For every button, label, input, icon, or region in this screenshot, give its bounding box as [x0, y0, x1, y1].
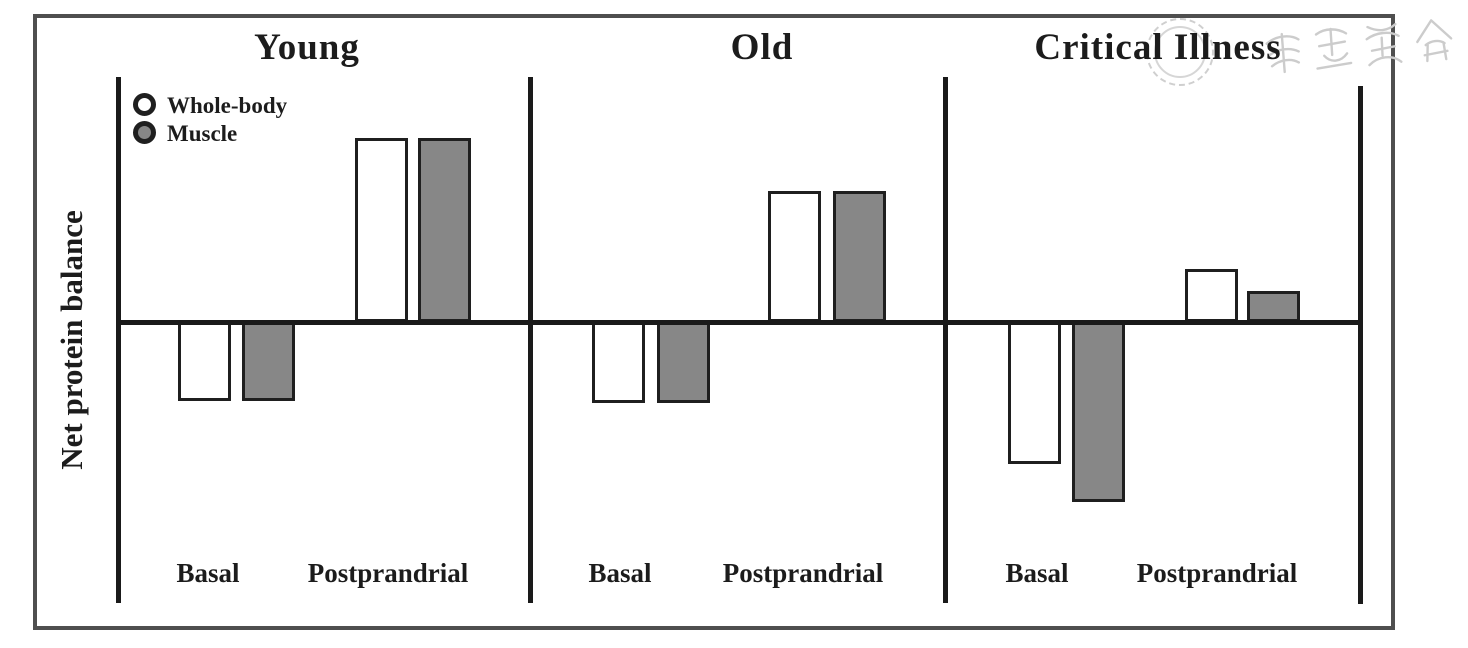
- bar-young-basal-muscle: [242, 322, 295, 401]
- legend: Whole-body Muscle: [133, 90, 287, 146]
- watermark-seal-icon: [1146, 18, 1214, 86]
- y-axis-line: [116, 77, 121, 603]
- bar-young-basal-whole-body: [178, 322, 231, 401]
- cat-label-critical-postprandrial: Postprandrial: [1136, 558, 1298, 588]
- muscle-circle-icon: [133, 120, 156, 144]
- panel-divider-1: [528, 77, 533, 603]
- bar-old-postprandrial-muscle: [833, 191, 886, 322]
- legend-item-muscle: Muscle: [133, 118, 287, 146]
- bar-critical-illness-basal-whole-body: [1008, 322, 1061, 464]
- right-axis-line: [1358, 86, 1363, 604]
- panel-title-young: Young: [254, 27, 360, 68]
- bar-critical-illness-postprandrial-muscle: [1247, 291, 1300, 322]
- bar-old-postprandrial-whole-body: [768, 191, 821, 322]
- cat-label-old-basal: Basal: [588, 558, 652, 588]
- legend-label-muscle: Muscle: [167, 120, 238, 146]
- figure-frame: [33, 14, 1395, 630]
- panel-divider-2: [943, 77, 948, 603]
- cat-label-old-postprandrial: Postprandrial: [722, 558, 884, 588]
- bar-young-postprandrial-muscle: [418, 138, 471, 322]
- bar-critical-illness-postprandrial-whole-body: [1185, 269, 1238, 322]
- cat-label-young-postprandrial: Postprandrial: [307, 558, 469, 588]
- cat-label-young-basal: Basal: [176, 558, 240, 588]
- bar-critical-illness-basal-muscle: [1072, 322, 1125, 502]
- bar-young-postprandrial-whole-body: [355, 138, 408, 322]
- legend-item-whole-body: Whole-body: [133, 90, 287, 118]
- whole-body-circle-icon: [133, 92, 156, 116]
- cat-label-critical-basal: Basal: [1005, 558, 1069, 588]
- panel-title-critical-illness: Critical Illness: [1034, 27, 1282, 68]
- bar-old-basal-whole-body: [592, 322, 645, 403]
- watermark-text: [1259, 10, 1461, 93]
- watermark-glyphs-icon: [1265, 19, 1453, 74]
- bar-old-basal-muscle: [657, 322, 710, 403]
- y-axis-label: Net protein balance: [54, 210, 89, 470]
- panel-title-old: Old: [730, 27, 794, 68]
- zero-baseline: [118, 320, 1361, 325]
- legend-label-whole-body: Whole-body: [167, 92, 288, 118]
